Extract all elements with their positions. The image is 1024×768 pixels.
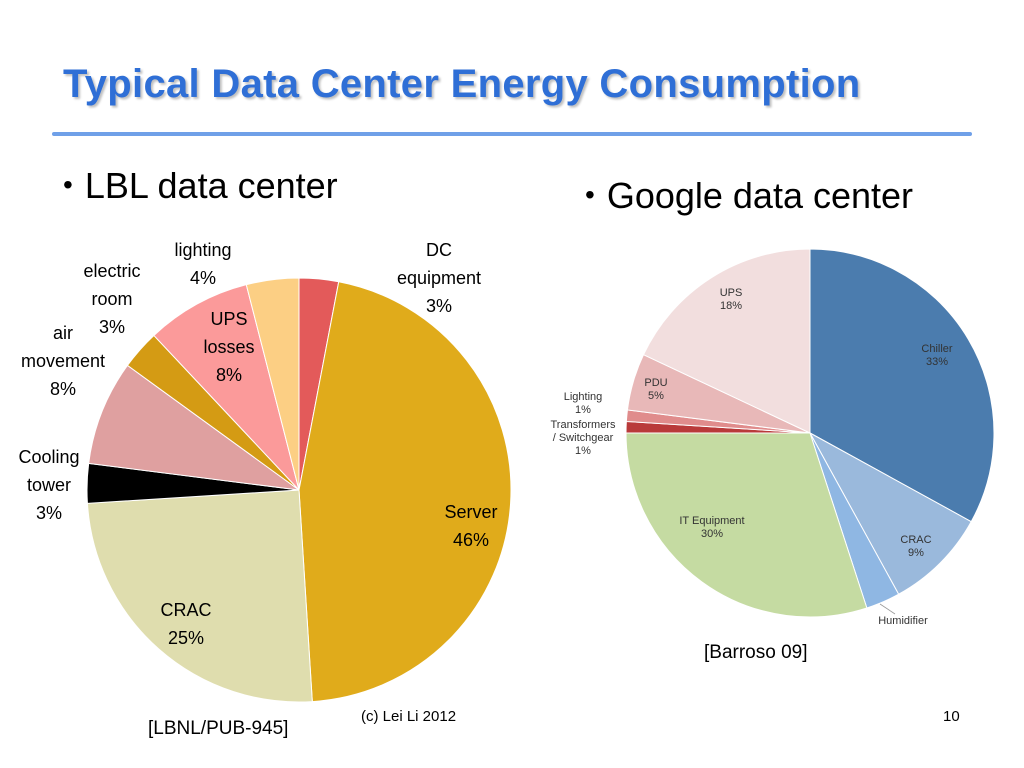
lbl-label-air-movement: air movement 8% bbox=[20, 323, 106, 399]
lbl-slice-ups-losses bbox=[153, 284, 300, 491]
google-slice-it-equipment bbox=[625, 432, 868, 618]
lbl-label-cooling-tower: Cooling tower 3% bbox=[18, 447, 80, 523]
google-label-humidifier: Humidifier bbox=[878, 615, 928, 627]
title-underline bbox=[52, 132, 972, 136]
page-number: 10 bbox=[943, 708, 960, 725]
bullet-lbl-text: LBL data center bbox=[84, 165, 338, 206]
google-slice-chiller bbox=[809, 248, 995, 523]
google-label-it-equipment: IT Equipment 30% bbox=[679, 515, 744, 540]
lbl-slice-crac bbox=[86, 489, 313, 703]
google-label-chiller: Chiller 33% bbox=[921, 343, 953, 368]
bullet-google: • Google data center bbox=[585, 175, 913, 217]
source-lbnl: [LBNL/PUB-945] bbox=[148, 718, 289, 739]
lbl-label-dc-equipment: DC equipment 3% bbox=[396, 240, 482, 316]
lbl-label-electric-room: electric room 3% bbox=[83, 261, 141, 337]
footer-copyright: (c) Lei Li 2012 bbox=[361, 708, 457, 725]
google-label-transformers-switchgear: Transformers / Switchgear 1% bbox=[551, 419, 616, 457]
lbl-label-server: Server 46% bbox=[444, 502, 498, 550]
bullet-dot-icon: • bbox=[63, 169, 73, 200]
lbl-slice-server bbox=[298, 281, 512, 703]
lbl-label-crac: CRAC 25% bbox=[160, 600, 212, 648]
source-barroso: [Barroso 09] bbox=[704, 642, 808, 663]
slide-title: Typical Data Center Energy Consumption bbox=[63, 62, 861, 106]
bullet-dot-icon: • bbox=[585, 179, 595, 210]
lbl-label-ups-losses: UPS losses 8% bbox=[203, 309, 255, 385]
google-label-pdu: PDU 5% bbox=[644, 377, 667, 402]
lbl-slice-lighting bbox=[245, 277, 300, 491]
lbl-slice-air-movement bbox=[88, 364, 300, 491]
google-slice-ups bbox=[642, 248, 811, 434]
google-leader-humidifier bbox=[879, 603, 896, 615]
google-slice-crac bbox=[808, 431, 972, 595]
google-label-crac: CRAC 9% bbox=[900, 534, 931, 559]
bullet-google-text: Google data center bbox=[606, 175, 914, 216]
google-label-lighting: Lighting 1% bbox=[564, 391, 603, 416]
lbl-label-lighting: lighting 4% bbox=[174, 240, 232, 288]
google-label-ups: UPS 18% bbox=[720, 287, 743, 312]
bullet-lbl: • LBL data center bbox=[63, 165, 338, 207]
